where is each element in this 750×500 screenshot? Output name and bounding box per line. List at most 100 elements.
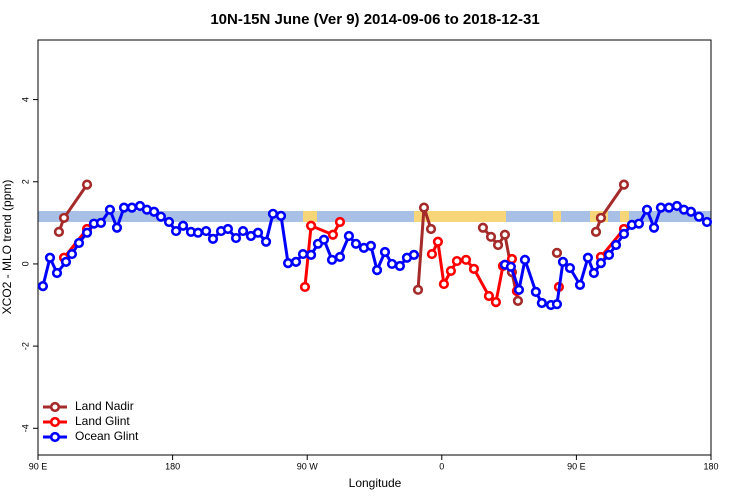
point [701,216,713,228]
point [73,237,85,249]
y-tick-label: 0 [20,261,30,266]
point [595,258,607,269]
point [192,227,204,238]
point [655,202,666,213]
ocean-band [38,211,711,222]
point [58,212,70,224]
point [207,233,219,244]
point [275,210,287,221]
point [118,202,130,213]
series-line [57,183,626,302]
point [177,220,189,231]
x-tick-label: 90 E [29,461,48,471]
series [53,179,630,307]
point [426,248,438,260]
point [222,223,234,235]
point [432,236,444,247]
land-band [620,211,629,222]
point [326,254,338,265]
point [252,227,264,238]
point [590,226,602,237]
y-tick-label: 4 [20,97,30,102]
point [365,240,377,251]
point [267,208,279,219]
point [60,256,72,267]
point [506,253,518,265]
series [37,200,713,311]
point [126,202,138,213]
y-axis-label: XCO2 - MLO trend (ppm) [0,180,14,315]
point [201,225,212,237]
point [685,206,697,217]
point [530,286,541,297]
point [37,281,49,292]
point [603,249,615,260]
land-band [414,211,506,222]
legend-marker [49,431,61,443]
point [290,256,302,267]
land-band [553,211,561,222]
point [477,222,489,233]
x-tick-label: 90 W [297,461,319,471]
point [536,297,547,309]
point [564,262,576,274]
point [230,232,242,244]
point [260,236,272,247]
point [551,299,563,310]
point [468,263,480,274]
point [438,278,449,290]
point [170,225,182,237]
x-tick-label: 0 [439,461,444,471]
point [334,251,346,263]
x-axis-label: Longitude [349,476,402,490]
point [386,258,398,270]
point [282,258,294,269]
point [551,247,563,258]
point [237,225,249,237]
point [557,256,569,267]
point [499,229,511,240]
point [588,267,599,279]
point [663,202,675,213]
surface-band [38,211,711,222]
point [155,211,167,222]
point [371,264,383,276]
point [460,254,472,265]
land-band [303,211,317,222]
x-tick-label: 180 [703,461,718,471]
point [610,239,622,251]
point [641,204,653,215]
point [492,239,504,251]
point [318,234,330,245]
point [51,267,63,279]
legend-label: Land Glint [75,414,130,428]
y-tick-label: 2 [20,179,30,184]
point [163,216,175,228]
point [111,222,123,233]
point [334,216,346,228]
point [693,211,704,222]
point [513,284,525,295]
point [327,229,339,240]
y-tick-label: -2 [20,342,30,350]
point [350,238,362,249]
series [58,216,630,308]
y-tick-label: -4 [20,424,30,432]
legend-marker [49,416,61,428]
plot-frame [37,39,712,456]
point [451,255,463,267]
point [425,223,437,235]
point [648,222,660,233]
point [519,254,531,265]
point [418,202,430,213]
point [408,249,420,260]
point [81,227,93,238]
point [490,297,502,308]
point [445,265,457,277]
point [394,260,406,272]
point [305,249,317,260]
point [297,248,309,260]
legend-label: Land Nadir [75,399,134,413]
